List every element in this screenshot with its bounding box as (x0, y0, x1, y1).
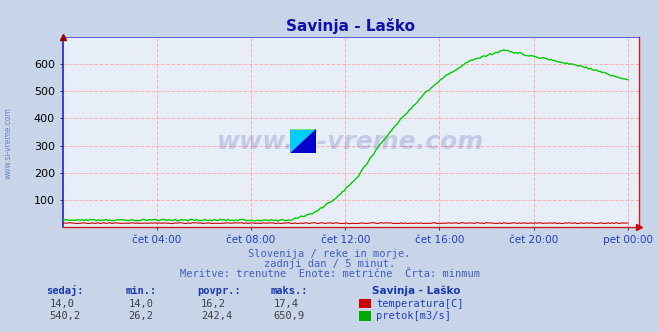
Text: Savinja - Laško: Savinja - Laško (372, 285, 461, 296)
Text: maks.:: maks.: (270, 286, 308, 296)
Text: www.si-vreme.com: www.si-vreme.com (217, 129, 484, 153)
Text: www.si-vreme.com: www.si-vreme.com (3, 107, 13, 179)
Text: temperatura[C]: temperatura[C] (376, 299, 464, 309)
Title: Savinja - Laško: Savinja - Laško (287, 18, 415, 34)
Text: Slovenija / reke in morje.: Slovenija / reke in morje. (248, 249, 411, 259)
Text: 14,0: 14,0 (49, 299, 74, 309)
Text: zadnji dan / 5 minut.: zadnji dan / 5 minut. (264, 259, 395, 269)
Text: min.:: min.: (125, 286, 156, 296)
Text: 242,4: 242,4 (201, 311, 232, 321)
Text: povpr.:: povpr.: (198, 286, 241, 296)
Text: pretok[m3/s]: pretok[m3/s] (376, 311, 451, 321)
Polygon shape (290, 129, 316, 153)
Text: 17,4: 17,4 (273, 299, 299, 309)
Text: 16,2: 16,2 (201, 299, 226, 309)
Polygon shape (290, 129, 316, 153)
Text: 26,2: 26,2 (129, 311, 154, 321)
Text: 14,0: 14,0 (129, 299, 154, 309)
Text: Meritve: trenutne  Enote: metrične  Črta: minmum: Meritve: trenutne Enote: metrične Črta: … (179, 269, 480, 279)
Text: 540,2: 540,2 (49, 311, 80, 321)
Text: 650,9: 650,9 (273, 311, 304, 321)
Text: sedaj:: sedaj: (46, 285, 84, 296)
Polygon shape (290, 129, 316, 153)
